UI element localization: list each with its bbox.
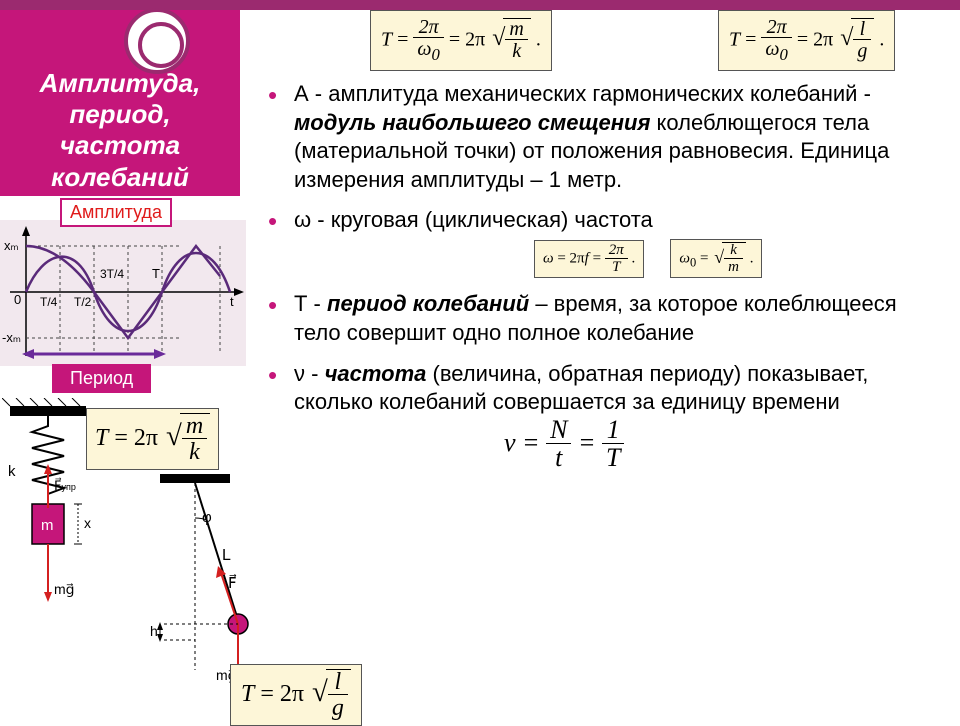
svg-text:h: h — [150, 623, 158, 639]
bold-text: модуль наибольшего смещения — [294, 110, 650, 135]
bullet-frequency: ν - частота (величина, обратная периоду)… — [262, 360, 944, 473]
svg-text:t: t — [230, 294, 234, 309]
sine-wave-chart: xₘ 0 -xₘ T/4 T/2 3T/4 T t — [0, 220, 246, 366]
text: А - амплитуда механических гармонических… — [294, 81, 871, 106]
svg-text:3T/4: 3T/4 — [100, 267, 124, 281]
formula-period-pendulum-top: T = 2πω0 = 2π lg . — [718, 10, 895, 71]
sine-svg: xₘ 0 -xₘ T/4 T/2 3T/4 T t — [0, 220, 246, 366]
sidebar-title-block: Амплитуда, период, частота колебаний — [0, 10, 240, 196]
formula-pendulum-period: T = 2π lg — [230, 664, 362, 726]
title-line: период, — [69, 99, 170, 129]
bold-text: период колебаний — [327, 291, 529, 316]
svg-text:F⃗: F⃗ — [228, 573, 237, 592]
svg-text:k: k — [8, 463, 16, 480]
formula-period-spring-top: T = 2πω0 = 2π mk . — [370, 10, 552, 71]
svg-text:φ: φ — [202, 509, 212, 526]
formula-nu: ν = Nt = 1T — [504, 417, 944, 473]
svg-text:0: 0 — [14, 292, 21, 307]
bullet-period: Т - период колебаний – время, за которое… — [262, 290, 944, 347]
string-pendulum-diagram: φ L F⃗ mg⃗ h — [128, 470, 256, 686]
formula-omega: ω = 2πf = 2πT . — [534, 240, 644, 279]
formula-spring-period: T = 2π mk — [86, 408, 219, 470]
title-line: частота — [60, 130, 180, 160]
page-title: Амплитуда, период, частота колебаний — [12, 68, 228, 193]
text: ν - — [294, 361, 325, 386]
bullet-omega: ω - круговая (циклическая) частота ω = 2… — [262, 206, 944, 278]
svg-text:F⃗упр: F⃗упр — [54, 478, 76, 493]
svg-text:m: m — [41, 517, 54, 534]
svg-text:mg⃗: mg⃗ — [54, 581, 75, 597]
svg-text:x: x — [84, 515, 91, 531]
svg-text:xₘ: xₘ — [4, 238, 19, 253]
svg-text:T/2: T/2 — [74, 295, 92, 309]
bullet-amplitude: А - амплитуда механических гармонических… — [262, 80, 944, 194]
bold-text: частота — [325, 361, 427, 386]
text: ω - круговая (циклическая) частота — [294, 207, 653, 232]
title-line: колебаний — [51, 162, 189, 192]
svg-text:T/4: T/4 — [40, 295, 58, 309]
period-tag: Период — [52, 364, 151, 393]
formula-omega0: ω0 = km . — [670, 239, 762, 279]
content-list: А - амплитуда механических гармонических… — [262, 80, 944, 484]
svg-text:T: T — [152, 266, 160, 281]
top-accent-bar — [0, 0, 960, 10]
amplitude-tag: Амплитуда — [60, 198, 172, 227]
svg-text:-xₘ: -xₘ — [2, 330, 21, 345]
svg-text:L: L — [222, 547, 231, 564]
text: Т - — [294, 291, 327, 316]
corner-decoration-icon — [124, 8, 190, 74]
title-line: Амплитуда, — [40, 68, 201, 98]
